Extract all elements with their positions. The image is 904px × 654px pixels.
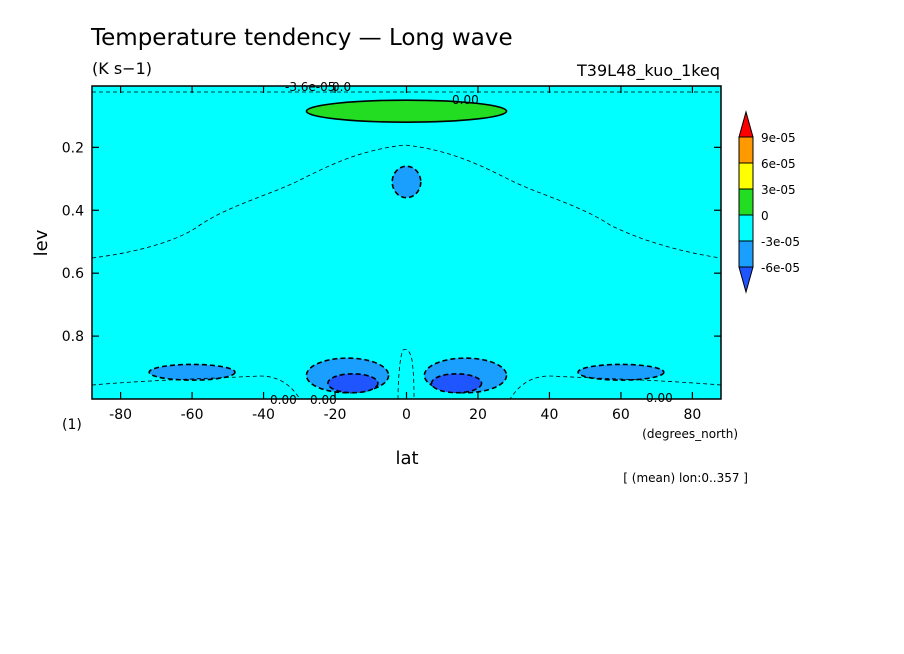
colorbar-box — [738, 240, 754, 268]
colorbar-box — [738, 188, 754, 216]
x-tick-label: 0 — [402, 407, 411, 423]
x-tick-label: -40 — [252, 407, 275, 423]
y-tick-label: 0.8 — [62, 329, 84, 345]
contour-label-south: 0.00 — [270, 393, 297, 407]
x-tick-label: 40 — [541, 407, 559, 423]
footnote: [ (mean) lon:0..357 ] — [623, 471, 748, 485]
colorbar-box — [738, 214, 754, 242]
contour-label-top: 0.00 — [452, 93, 479, 107]
region-7 — [577, 363, 665, 381]
y-axis-label: lev — [31, 229, 52, 256]
y-axis-ticks: 0.2 0.4 0.6 0.8 — [62, 140, 721, 345]
contour-label-upper-a: -3.6e-05 — [285, 80, 335, 94]
colorbar-label: 0 — [761, 209, 769, 223]
contour-label-north: 0.00 — [646, 391, 673, 405]
y-tick-label: 0.6 — [62, 266, 84, 282]
colorbar-top-arrow — [738, 110, 754, 138]
x-axis-label: lat — [395, 448, 418, 469]
units-label: (K s−1) — [92, 59, 152, 78]
contour-line-north — [509, 375, 721, 399]
x-tick-label: 20 — [469, 407, 487, 423]
region-6 — [148, 363, 236, 381]
contour-label-upper-b: 0.0 — [332, 80, 351, 94]
x-tick-label: -20 — [324, 407, 347, 423]
x-tick-label: -80 — [109, 407, 132, 423]
y-tick-label: 0.2 — [62, 140, 84, 156]
region-1 — [391, 165, 422, 199]
colorbar-label: 9e-05 — [761, 131, 796, 145]
plot-area — [92, 86, 721, 399]
colorbar-box — [738, 136, 754, 164]
region-3 — [327, 373, 379, 394]
region-5 — [430, 373, 483, 394]
colorbar-label: -6e-05 — [761, 261, 800, 275]
filled-regions — [148, 99, 665, 394]
colorbar-label: 3e-05 — [761, 183, 796, 197]
contour-label-south-b: 0.00 — [310, 393, 337, 407]
contour-line-south — [92, 375, 301, 399]
region-0 — [305, 99, 508, 123]
colorbar-label: 6e-05 — [761, 157, 796, 171]
contour-line-equator — [397, 349, 415, 399]
experiment-label: T39L48_kuo_1keq — [576, 61, 720, 81]
y-units-label: (1) — [62, 417, 82, 433]
colorbar-box — [738, 162, 754, 190]
y-tick-label: 0.4 — [62, 203, 84, 219]
x-tick-label: 80 — [683, 407, 701, 423]
x-tick-label: 60 — [612, 407, 630, 423]
color-legend: 9e-05 6e-05 3e-05 0 -3e-05 -6e-05 — [738, 110, 800, 294]
x-tick-label: -60 — [181, 407, 204, 423]
chart-title: Temperature tendency — Long wave — [90, 25, 513, 51]
colorbar-label: -3e-05 — [761, 235, 800, 249]
colorbar-bottom-arrow — [738, 266, 754, 294]
plot-background — [92, 86, 721, 399]
contour-line-upper — [92, 144, 721, 259]
x-units-label: (degrees_north) — [642, 427, 738, 441]
x-axis-ticks: -80 -60 -40 -20 0 20 40 60 80 — [109, 86, 701, 423]
